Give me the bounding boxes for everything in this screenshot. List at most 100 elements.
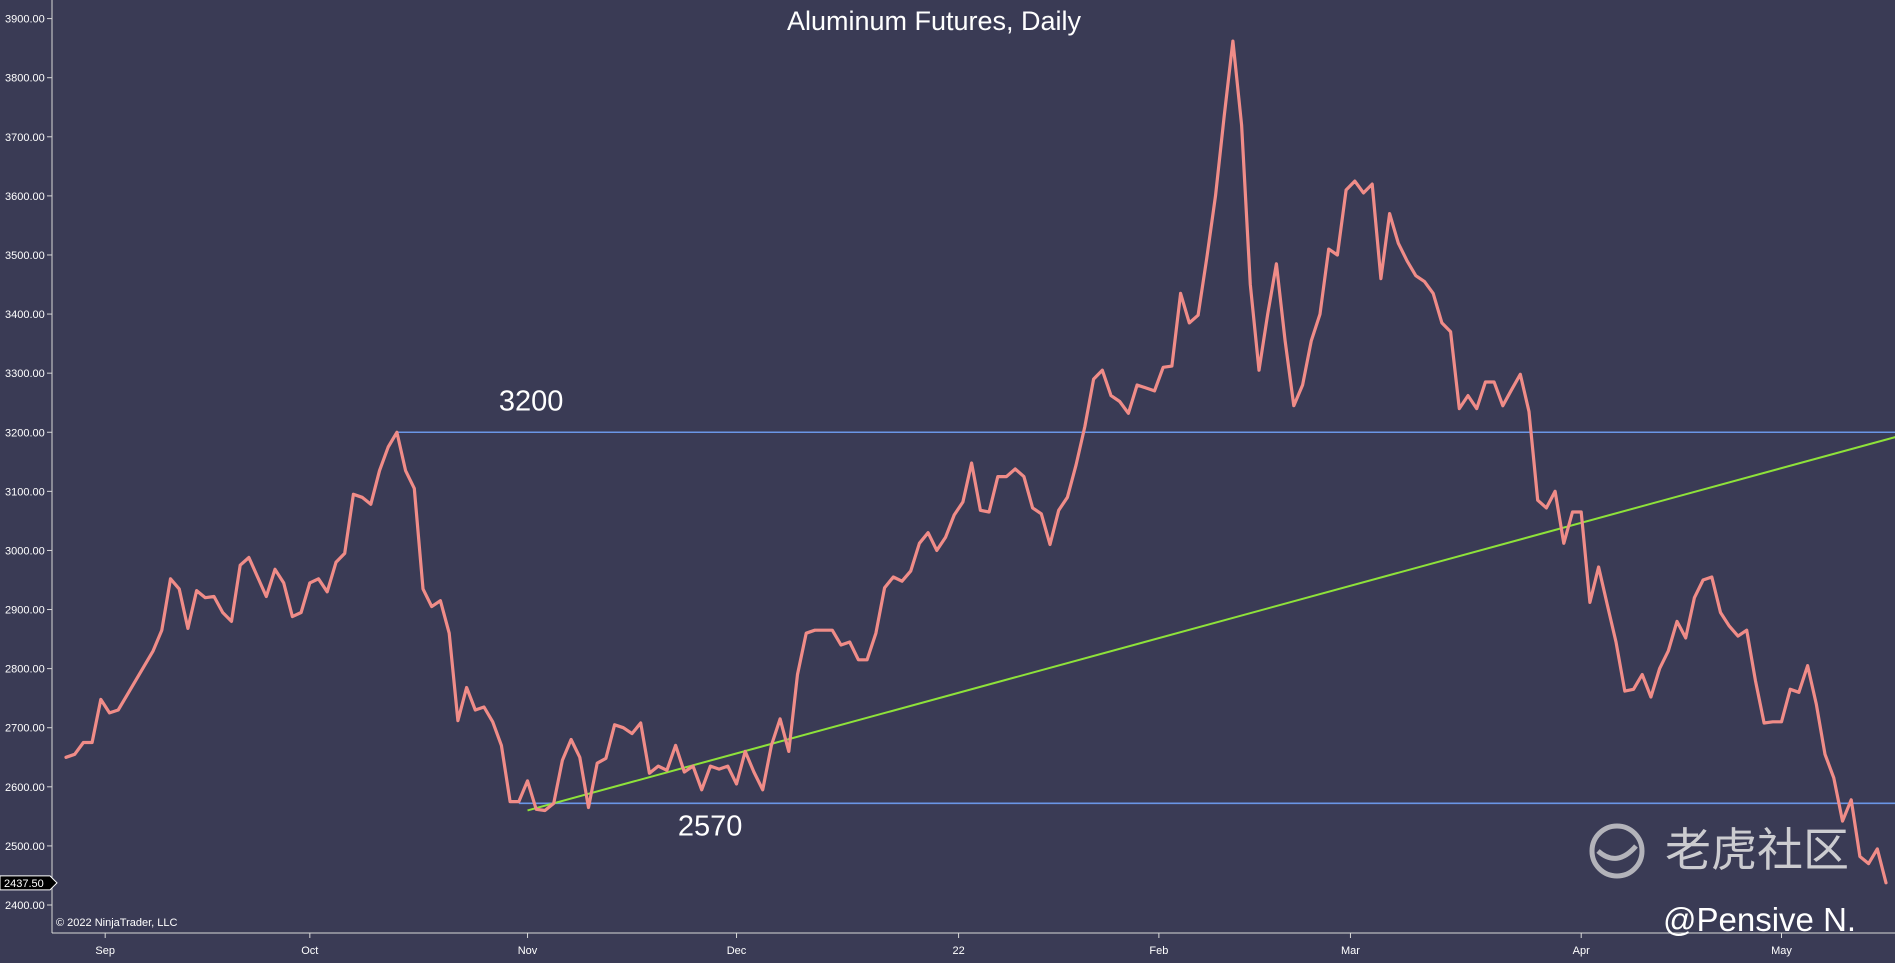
price-point (1537, 499, 1539, 501)
price-point (431, 606, 433, 608)
price-point (657, 765, 659, 767)
price-point (352, 493, 354, 495)
price-point (640, 722, 642, 724)
y-tick-label: 3500.00 (5, 250, 45, 262)
price-point (1136, 384, 1138, 386)
y-tick-label: 2900.00 (5, 605, 45, 617)
price-point (1746, 629, 1748, 631)
price-line (64, 39, 1888, 885)
price-point (1415, 275, 1417, 277)
price-point (823, 629, 825, 631)
price-point (744, 750, 746, 753)
price-point (152, 650, 154, 652)
price-point (944, 536, 947, 539)
price-point (605, 757, 607, 760)
y-tick-label: 3600.00 (5, 191, 45, 203)
price-point (831, 629, 833, 631)
price-point (988, 511, 990, 513)
price-point (196, 590, 198, 592)
price-point (213, 595, 215, 598)
price-point (1153, 390, 1156, 392)
price-point (1206, 257, 1208, 259)
price-point (518, 801, 520, 803)
price-point (1754, 679, 1756, 682)
price-point (579, 756, 581, 758)
price-point (788, 750, 790, 753)
price-point (1362, 192, 1365, 194)
price-point (1162, 366, 1164, 368)
price-point (230, 620, 233, 623)
price-point (291, 616, 293, 618)
price-point (1119, 400, 1121, 403)
price-point (1249, 283, 1251, 286)
price-point (596, 762, 598, 764)
price-point (997, 476, 999, 478)
price-point (1075, 464, 1077, 466)
price-point (1571, 511, 1574, 513)
price-point (1197, 314, 1199, 316)
price-point (300, 611, 302, 614)
price-point (1093, 378, 1095, 380)
price-point (1772, 721, 1774, 723)
price-point (344, 552, 346, 555)
x-tick-label: May (1771, 945, 1792, 957)
price-point (1084, 425, 1086, 427)
x-tick-label: 22 (952, 945, 964, 957)
price-point (370, 503, 372, 505)
price-point (483, 706, 485, 708)
price-point (1380, 278, 1382, 280)
price-point (448, 632, 450, 634)
price-point (1685, 637, 1687, 639)
price-point (614, 724, 616, 726)
price-point (910, 570, 912, 572)
price-point (1188, 322, 1190, 324)
price-point (727, 765, 729, 767)
price-point (422, 588, 424, 590)
price-point (1406, 260, 1408, 262)
price-point (126, 694, 128, 696)
price-point (265, 595, 267, 598)
price-point (561, 759, 564, 761)
y-tick-label: 3400.00 (5, 309, 45, 321)
price-point (1841, 820, 1844, 822)
price-point (457, 720, 459, 722)
price-point (814, 629, 816, 631)
price-point (1737, 635, 1739, 637)
price-point (1267, 313, 1269, 315)
price-point (1040, 513, 1042, 515)
price-point (971, 462, 973, 464)
y-tick-label: 2400.00 (5, 900, 45, 912)
price-point (1511, 389, 1513, 391)
price-point (1275, 263, 1277, 265)
price-point (1728, 625, 1730, 627)
x-axis: SepOctNovDec22FebMarAprMayJun (52, 932, 1895, 957)
price-point (1171, 365, 1173, 367)
price-point (1554, 490, 1556, 492)
price-point (1589, 601, 1591, 604)
price-point (962, 501, 964, 503)
price-point (135, 679, 137, 682)
price-point (317, 578, 320, 580)
price-point (361, 496, 363, 498)
price-point (187, 627, 189, 630)
price-point (1354, 180, 1356, 182)
price-point (1049, 543, 1051, 546)
price-point (1258, 369, 1260, 371)
x-tick-label: Mar (1341, 945, 1360, 957)
chart-title: Aluminum Futures, Daily (787, 6, 1082, 36)
price-point (1598, 566, 1600, 568)
price-point (239, 564, 241, 566)
price-point (1310, 340, 1312, 342)
price-point (117, 709, 119, 711)
price-point (474, 709, 476, 711)
price-point (648, 772, 651, 774)
price-point (849, 641, 851, 643)
price-point (1493, 381, 1495, 383)
price-point (161, 629, 163, 631)
price-point (1023, 476, 1025, 478)
y-tick-label: 2800.00 (5, 664, 45, 676)
price-point (1876, 848, 1878, 850)
price-point (884, 587, 886, 589)
y-tick-label: 3000.00 (5, 545, 45, 557)
price-point (1441, 322, 1443, 324)
